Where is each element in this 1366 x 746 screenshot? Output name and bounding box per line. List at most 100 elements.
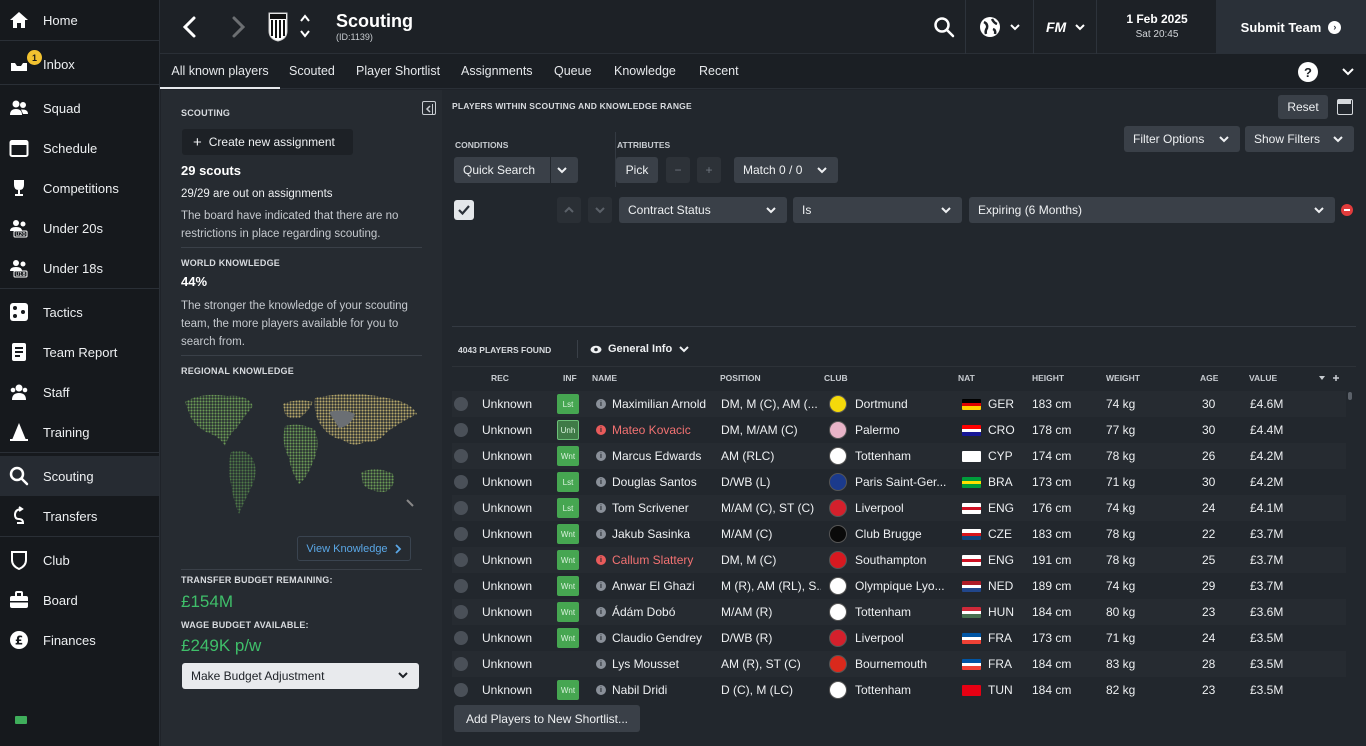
player-name[interactable]: Claudio Gendrey [612, 631, 703, 645]
view-selector[interactable]: General Info [590, 341, 690, 357]
sidebar-item-board[interactable]: Board [0, 580, 159, 620]
globe-menu-icon[interactable] [978, 15, 1024, 39]
pick-attributes-button[interactable]: Pick [616, 157, 658, 183]
info-icon[interactable]: i [596, 659, 606, 669]
forward-arrow-icon[interactable] [226, 14, 250, 40]
player-name[interactable]: Marcus Edwards [612, 449, 702, 463]
sidebar-item-schedule[interactable]: Schedule [0, 128, 159, 168]
table-row[interactable]: Unknown Unh i Mateo Kovacic DM, M/AM (C) Pale… [452, 417, 1346, 443]
player-name[interactable]: Anwar El Ghazi [612, 579, 695, 593]
club-name[interactable]: Palermo [855, 423, 900, 437]
collapse-panel-icon[interactable] [422, 101, 436, 115]
sidebar-item-staff[interactable]: Staff [0, 372, 159, 412]
match-dropdown[interactable]: Match 0 / 0 [734, 157, 838, 183]
table-row[interactable]: Unknown Wnt i Jakub Sasinka M/AM (C) Club Bru… [452, 521, 1346, 547]
filter-field-dropdown[interactable]: Contract Status [619, 197, 787, 223]
tab-scouted[interactable]: Scouted [289, 64, 335, 78]
table-row[interactable]: Unknown Lst i Maximilian Arnold DM, M (C), A… [452, 391, 1346, 417]
table-row[interactable]: Unknown Wnt i Ádám Dobó M/AM (R) Tottenham HUN… [452, 599, 1346, 625]
sort-descending-icon[interactable] [1317, 373, 1341, 383]
sidebar-item-competitions[interactable]: Competitions [0, 168, 159, 208]
sidebar-item-under-18s[interactable]: U18 Under 18s [0, 248, 159, 288]
col-header-value[interactable]: VALUE [1249, 373, 1278, 383]
tab-queue[interactable]: Queue [554, 64, 592, 78]
club-name[interactable]: Liverpool [855, 501, 904, 515]
create-assignment-button[interactable]: + Create new assignment [182, 129, 353, 155]
sidebar-item-under-20s[interactable]: U20 Under 20s [0, 208, 159, 248]
player-name[interactable]: Lys Mousset [612, 657, 679, 671]
filter-rule-checkbox[interactable] [454, 200, 474, 220]
club-name[interactable]: Southampton [855, 553, 927, 567]
club-switch-arrows-icon[interactable] [299, 13, 311, 39]
quick-search-dropdown[interactable]: Quick Search [454, 157, 578, 183]
col-header-inf[interactable]: INF [563, 373, 577, 383]
show-filters-dropdown[interactable]: Show Filters [1245, 126, 1354, 152]
table-row[interactable]: Unknown i Lys Mousset AM (R), ST (C) Bournem… [452, 651, 1346, 677]
sidebar-item-home[interactable]: Home [0, 0, 159, 40]
move-down-button[interactable] [588, 197, 612, 223]
sidebar-item-team-report[interactable]: Team Report [0, 332, 159, 372]
sidebar-item-transfers[interactable]: Transfers [0, 496, 159, 536]
remove-filter-icon[interactable] [1341, 204, 1353, 216]
col-header-nat[interactable]: NAT [958, 373, 975, 383]
col-header-height[interactable]: HEIGHT [1032, 373, 1065, 383]
table-row[interactable]: Unknown Wnt i Claudio Gendrey D/WB (R) Liverp… [452, 625, 1346, 651]
info-icon[interactable]: i [596, 555, 606, 565]
reset-button[interactable]: Reset [1278, 95, 1328, 119]
add-to-shortlist-button[interactable]: Add Players to New Shortlist... [454, 705, 640, 732]
col-header-position[interactable]: POSITION [720, 373, 761, 383]
table-row[interactable]: Unknown Wnt i Marcus Edwards AM (RLC) Tottenh… [452, 443, 1346, 469]
back-arrow-icon[interactable] [178, 14, 202, 40]
col-header-weight[interactable]: WEIGHT [1106, 373, 1140, 383]
club-name[interactable]: Tottenham [855, 449, 912, 463]
info-icon[interactable]: i [596, 399, 606, 409]
club-name[interactable]: Liverpool [855, 631, 904, 645]
info-icon[interactable]: i [596, 477, 606, 487]
chevron-down-icon[interactable] [1340, 64, 1356, 80]
col-header-rec[interactable]: REC [491, 373, 509, 383]
col-header-club[interactable]: CLUB [824, 373, 848, 383]
game-date[interactable]: 1 Feb 2025 [1126, 12, 1188, 26]
info-icon[interactable]: i [596, 451, 606, 461]
info-icon[interactable]: i [596, 425, 606, 435]
sidebar-item-inbox[interactable]: 1 Inbox [0, 44, 159, 84]
sidebar-item-club[interactable]: Club [0, 540, 159, 580]
fm-menu[interactable]: FM [1038, 15, 1098, 39]
status-icon[interactable] [15, 716, 27, 724]
filter-value-dropdown[interactable]: Expiring (6 Months) [969, 197, 1335, 223]
table-row[interactable]: Unknown Wnt i Anwar El Ghazi M (R), AM (RL),… [452, 573, 1346, 599]
sidebar-item-tactics[interactable]: Tactics [0, 292, 159, 332]
info-icon[interactable]: i [596, 529, 606, 539]
submit-team-button[interactable]: Submit Team › [1216, 0, 1366, 54]
club-name[interactable]: Dortmund [855, 397, 908, 411]
info-icon[interactable]: i [596, 685, 606, 695]
filter-operator-dropdown[interactable]: Is [793, 197, 962, 223]
sidebar-item-squad[interactable]: Squad [0, 88, 159, 128]
table-row[interactable]: Unknown Lst i Tom Scrivener M/AM (C), ST (C)… [452, 495, 1346, 521]
budget-adjustment-dropdown[interactable]: Make Budget Adjustment [182, 663, 419, 689]
player-name[interactable]: Maximilian Arnold [612, 397, 707, 411]
club-name[interactable]: Tottenham [855, 605, 912, 619]
move-up-button[interactable] [557, 197, 581, 223]
col-header-name[interactable]: NAME [592, 373, 618, 383]
minus-button[interactable]: − [666, 157, 690, 183]
club-badge-icon[interactable] [267, 12, 289, 42]
club-name[interactable]: Bournemouth [855, 657, 928, 671]
scrollbar[interactable] [1348, 392, 1352, 400]
help-icon[interactable]: ? [1298, 62, 1318, 82]
info-icon[interactable]: i [596, 607, 606, 617]
player-name[interactable]: Mateo Kovacic [612, 423, 691, 437]
club-name[interactable]: Club Brugge [855, 527, 922, 541]
world-map[interactable] [181, 388, 421, 520]
club-name[interactable]: Olympique Lyo... [855, 579, 945, 593]
player-name[interactable]: Tom Scrivener [612, 501, 689, 515]
info-icon[interactable]: i [596, 581, 606, 591]
tab-knowledge[interactable]: Knowledge [614, 64, 676, 78]
player-name[interactable]: Douglas Santos [612, 475, 697, 489]
tab-assignments[interactable]: Assignments [461, 64, 533, 78]
club-name[interactable]: Paris Saint-Ger... [855, 475, 947, 489]
player-name[interactable]: Jakub Sasinka [612, 527, 691, 541]
col-header-age[interactable]: AGE [1200, 373, 1219, 383]
tab-recent[interactable]: Recent [699, 64, 739, 78]
tab-player-shortlist[interactable]: Player Shortlist [356, 64, 441, 78]
